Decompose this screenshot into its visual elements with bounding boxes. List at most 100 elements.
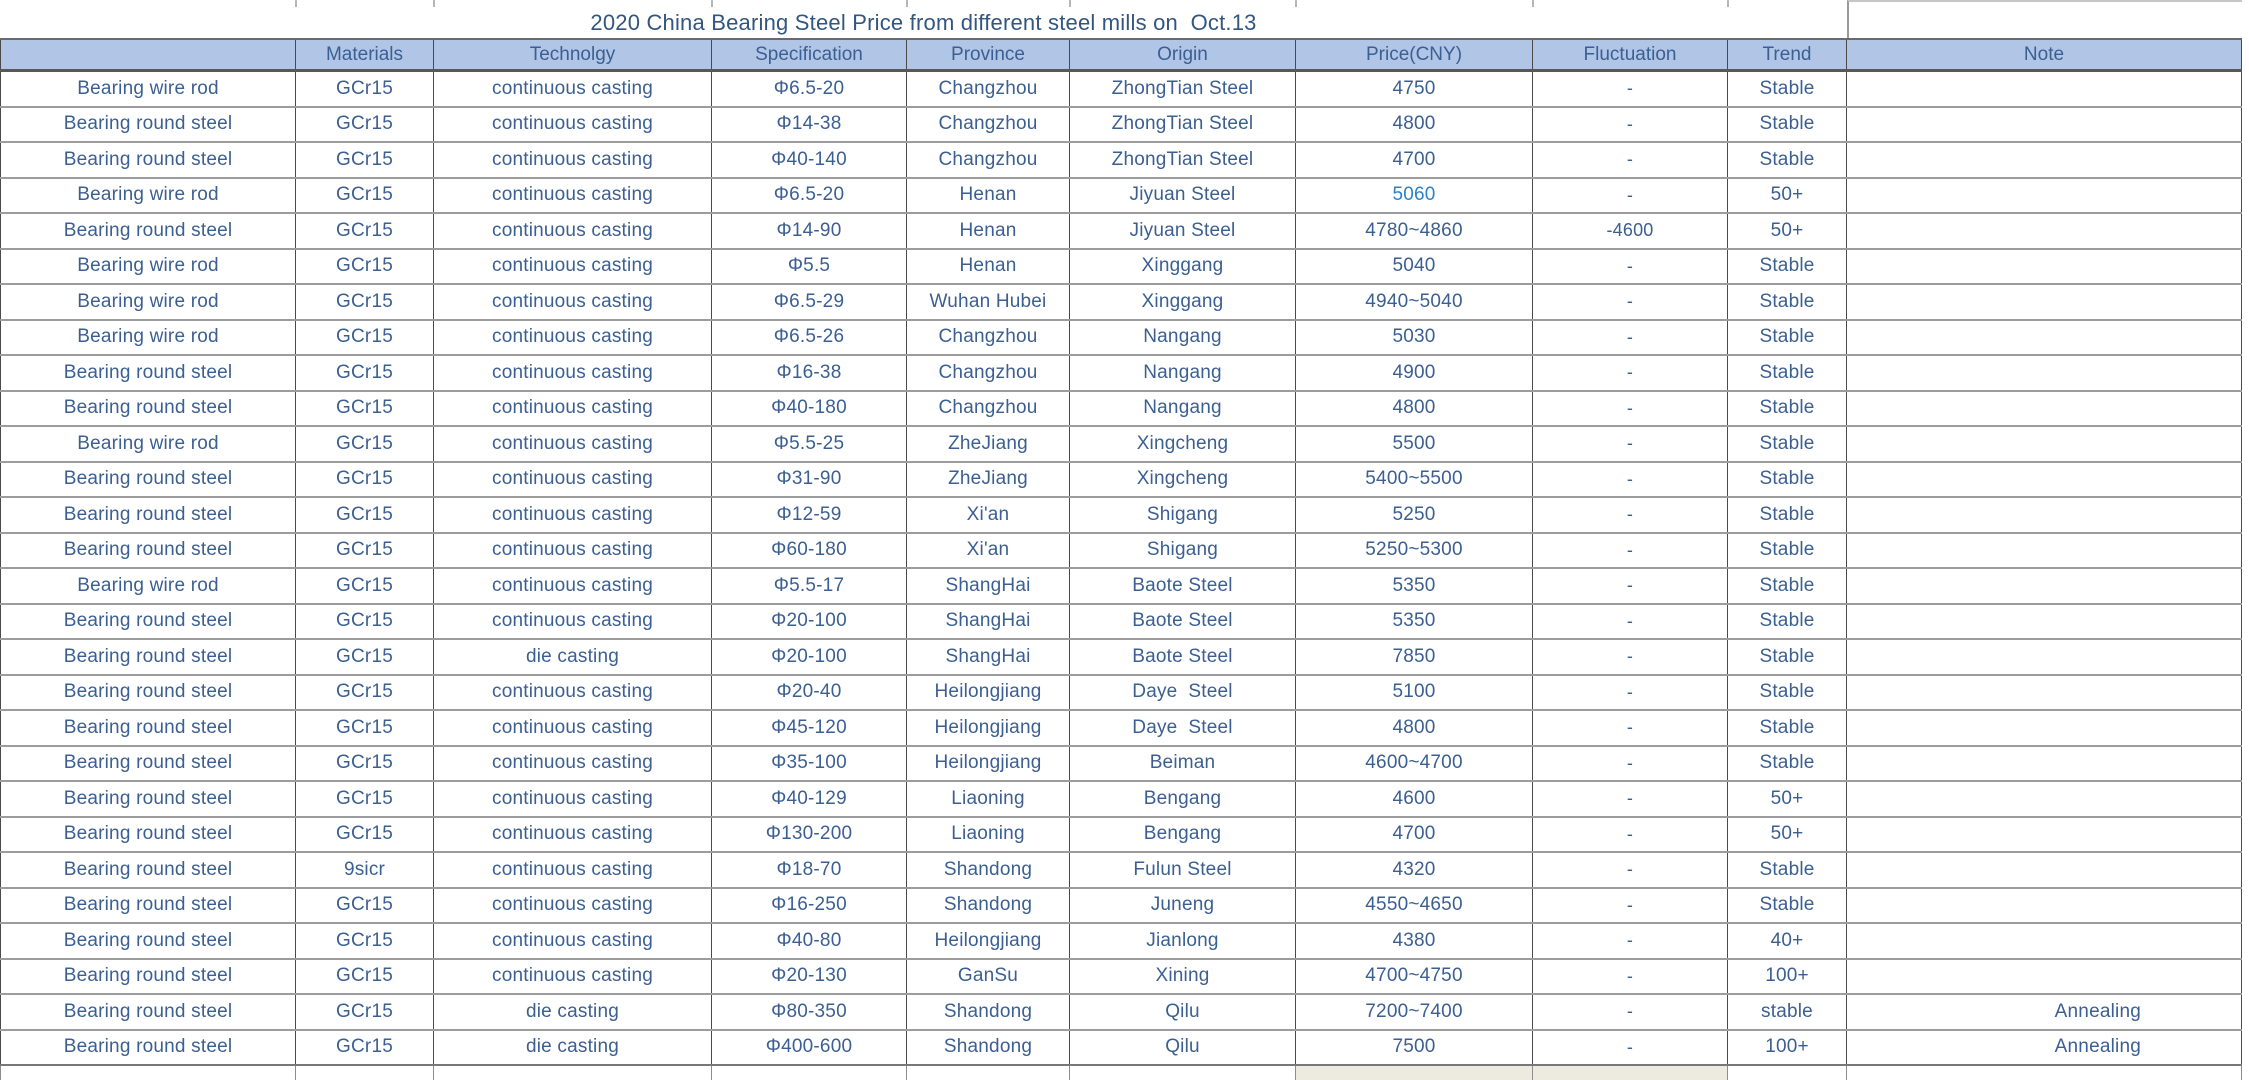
cell-province: ShangHai: [907, 640, 1070, 674]
cell-province: Heilongjiang: [907, 711, 1070, 745]
cell-product: Bearing round steel: [0, 498, 296, 532]
cell-price: 4600~4700: [1296, 746, 1533, 780]
cell-product: Bearing wire rod: [0, 178, 296, 212]
cell-technology: continuous casting: [434, 107, 712, 141]
cell-note: [1847, 746, 2242, 780]
cell-origin: Jianlong: [1070, 924, 1296, 958]
cell-materials: GCr15: [296, 249, 434, 283]
cell-price: 4940~5040: [1296, 285, 1533, 319]
cell-province: Liaoning: [907, 782, 1070, 816]
cell-specification: Φ6.5-29: [712, 285, 907, 319]
cell-trend: Stable: [1728, 888, 1847, 922]
cell-specification: Φ5.5-25: [712, 427, 907, 461]
cell-trend: Stable: [1728, 711, 1847, 745]
cell-price: 4900: [1296, 356, 1533, 390]
cell-product: Bearing round steel: [0, 214, 296, 248]
cell-product: Bearing round steel: [0, 533, 296, 567]
table-row: Bearing round steel GCr15 continuous casti…: [0, 817, 2242, 853]
cell-technology: continuous casting: [434, 285, 712, 319]
cell-trend: Stable: [1728, 604, 1847, 638]
cell-product: Bearing round steel: [0, 746, 296, 780]
table-row: Bearing round steel GCr15 continuous casti…: [0, 533, 2242, 569]
cell-origin: Baote Steel: [1070, 604, 1296, 638]
cell-technology: continuous casting: [434, 746, 712, 780]
cell-materials: GCr15: [296, 356, 434, 390]
cell-origin: Qilu: [1070, 1030, 1296, 1064]
cell-price: 7500: [1296, 1030, 1533, 1064]
table-row: Bearing round steel GCr15 continuous casti…: [0, 888, 2242, 924]
cell-price: 4550~4650: [1296, 888, 1533, 922]
cell-specification: Φ18-70: [712, 853, 907, 887]
cell-specification: Φ130-200: [712, 817, 907, 851]
cell-specification: Φ40-80: [712, 924, 907, 958]
cell-fluctuation: -: [1533, 391, 1728, 425]
cell-price: 5350: [1296, 569, 1533, 603]
cell-trend: Stable: [1728, 285, 1847, 319]
cell-technology: die casting: [434, 1030, 712, 1064]
cell-technology: continuous casting: [434, 249, 712, 283]
cell-note: Annealing: [1847, 995, 2242, 1029]
cell-province: Liaoning: [907, 817, 1070, 851]
cell-price: 4800: [1296, 711, 1533, 745]
table-row: Bearing wire rod GCr15 continuous casting Φ…: [0, 569, 2242, 605]
cell-fluctuation: -: [1533, 853, 1728, 887]
cell-technology: continuous casting: [434, 143, 712, 177]
cell-technology: continuous casting: [434, 711, 712, 745]
cell-trend: 50+: [1728, 178, 1847, 212]
cell-note: [1847, 569, 2242, 603]
table-row: Bearing round steel GCr15 die casting Φ20-1…: [0, 640, 2242, 676]
cell-origin: Bengang: [1070, 782, 1296, 816]
cell-trend: Stable: [1728, 249, 1847, 283]
cell-province: Changzhou: [907, 143, 1070, 177]
cell-note: [1847, 817, 2242, 851]
cell-product: Bearing round steel: [0, 107, 296, 141]
cell-origin: Daye Steel: [1070, 675, 1296, 709]
cell-materials: GCr15: [296, 640, 434, 674]
cell-specification: Φ31-90: [712, 462, 907, 496]
cell-province: Changzhou: [907, 320, 1070, 354]
cell-technology: continuous casting: [434, 924, 712, 958]
cell-specification: Φ16-38: [712, 356, 907, 390]
cell-materials: GCr15: [296, 782, 434, 816]
cell-product: Bearing wire rod: [0, 320, 296, 354]
cell-trend: stable: [1728, 995, 1847, 1029]
cell-trend: 40+: [1728, 924, 1847, 958]
cell-origin: Shigang: [1070, 498, 1296, 532]
partial-cell-technology: [434, 1066, 712, 1080]
header-row: Materials Technolgy Specification Province O…: [0, 38, 2242, 72]
table-row: Bearing round steel GCr15 continuous casti…: [0, 959, 2242, 995]
cell-note: [1847, 533, 2242, 567]
partial-cell-note: [1847, 1066, 2242, 1080]
cell-note: [1847, 107, 2242, 141]
cell-fluctuation: -4600: [1533, 214, 1728, 248]
cell-technology: continuous casting: [434, 817, 712, 851]
cell-specification: Φ12-59: [712, 498, 907, 532]
cell-materials: GCr15: [296, 888, 434, 922]
cell-fluctuation: -: [1533, 995, 1728, 1029]
cell-price: 7200~7400: [1296, 995, 1533, 1029]
cell-province: Changzhou: [907, 72, 1070, 106]
title-row: 2020 China Bearing Steel Price from diff…: [0, 0, 2242, 38]
cell-specification: Φ6.5-20: [712, 178, 907, 212]
cell-province: Henan: [907, 249, 1070, 283]
cell-origin: Jiyuan Steel: [1070, 214, 1296, 248]
cell-fluctuation: -: [1533, 249, 1728, 283]
cell-origin: Xining: [1070, 959, 1296, 993]
cell-trend: Stable: [1728, 107, 1847, 141]
cell-materials: GCr15: [296, 711, 434, 745]
cell-technology: continuous casting: [434, 782, 712, 816]
cell-origin: ZhongTian Steel: [1070, 107, 1296, 141]
cell-price: 4700: [1296, 817, 1533, 851]
cell-note: [1847, 782, 2242, 816]
cell-note: [1847, 427, 2242, 461]
cell-province: Changzhou: [907, 356, 1070, 390]
cell-materials: GCr15: [296, 178, 434, 212]
cell-product: Bearing round steel: [0, 888, 296, 922]
cell-specification: Φ20-40: [712, 675, 907, 709]
partial-cell-fluctuation: [1533, 1066, 1728, 1080]
cell-materials: GCr15: [296, 995, 434, 1029]
column-header-trend: Trend: [1728, 40, 1847, 69]
partial-cell-price: [1296, 1066, 1533, 1080]
partial-cell-origin: [1070, 1066, 1296, 1080]
cell-origin: Nangang: [1070, 356, 1296, 390]
